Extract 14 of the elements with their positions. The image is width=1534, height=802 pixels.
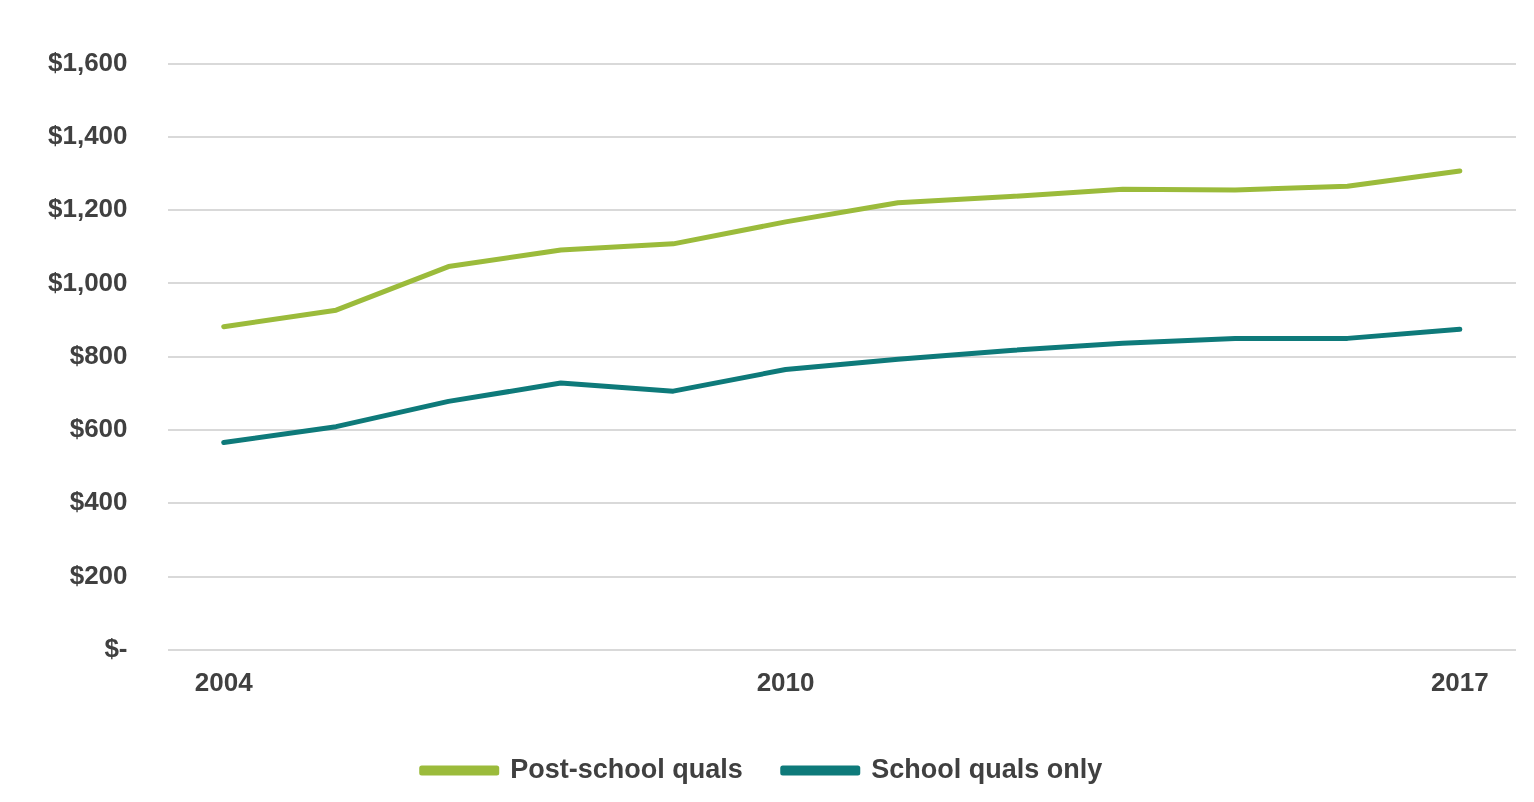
y-tick-label: $800 [69,339,128,370]
y-tick-label: $400 [69,486,128,517]
x-tick-label: 2010 [756,666,815,697]
y-tick-label: $1,000 [47,266,128,297]
y-tick-label: $1,600 [47,46,128,77]
y-tick-label: $600 [69,413,128,444]
x-tick-label: 2017 [1430,666,1489,697]
y-tick-label: $200 [69,559,128,590]
legend-label: School quals only [871,753,1103,784]
y-tick-label: $1,400 [47,120,128,151]
y-tick-label: $- [104,632,128,663]
y-tick-label: $1,200 [47,193,128,224]
legend-label: Post-school quals [510,753,743,784]
x-tick-label: 2004 [194,666,254,697]
